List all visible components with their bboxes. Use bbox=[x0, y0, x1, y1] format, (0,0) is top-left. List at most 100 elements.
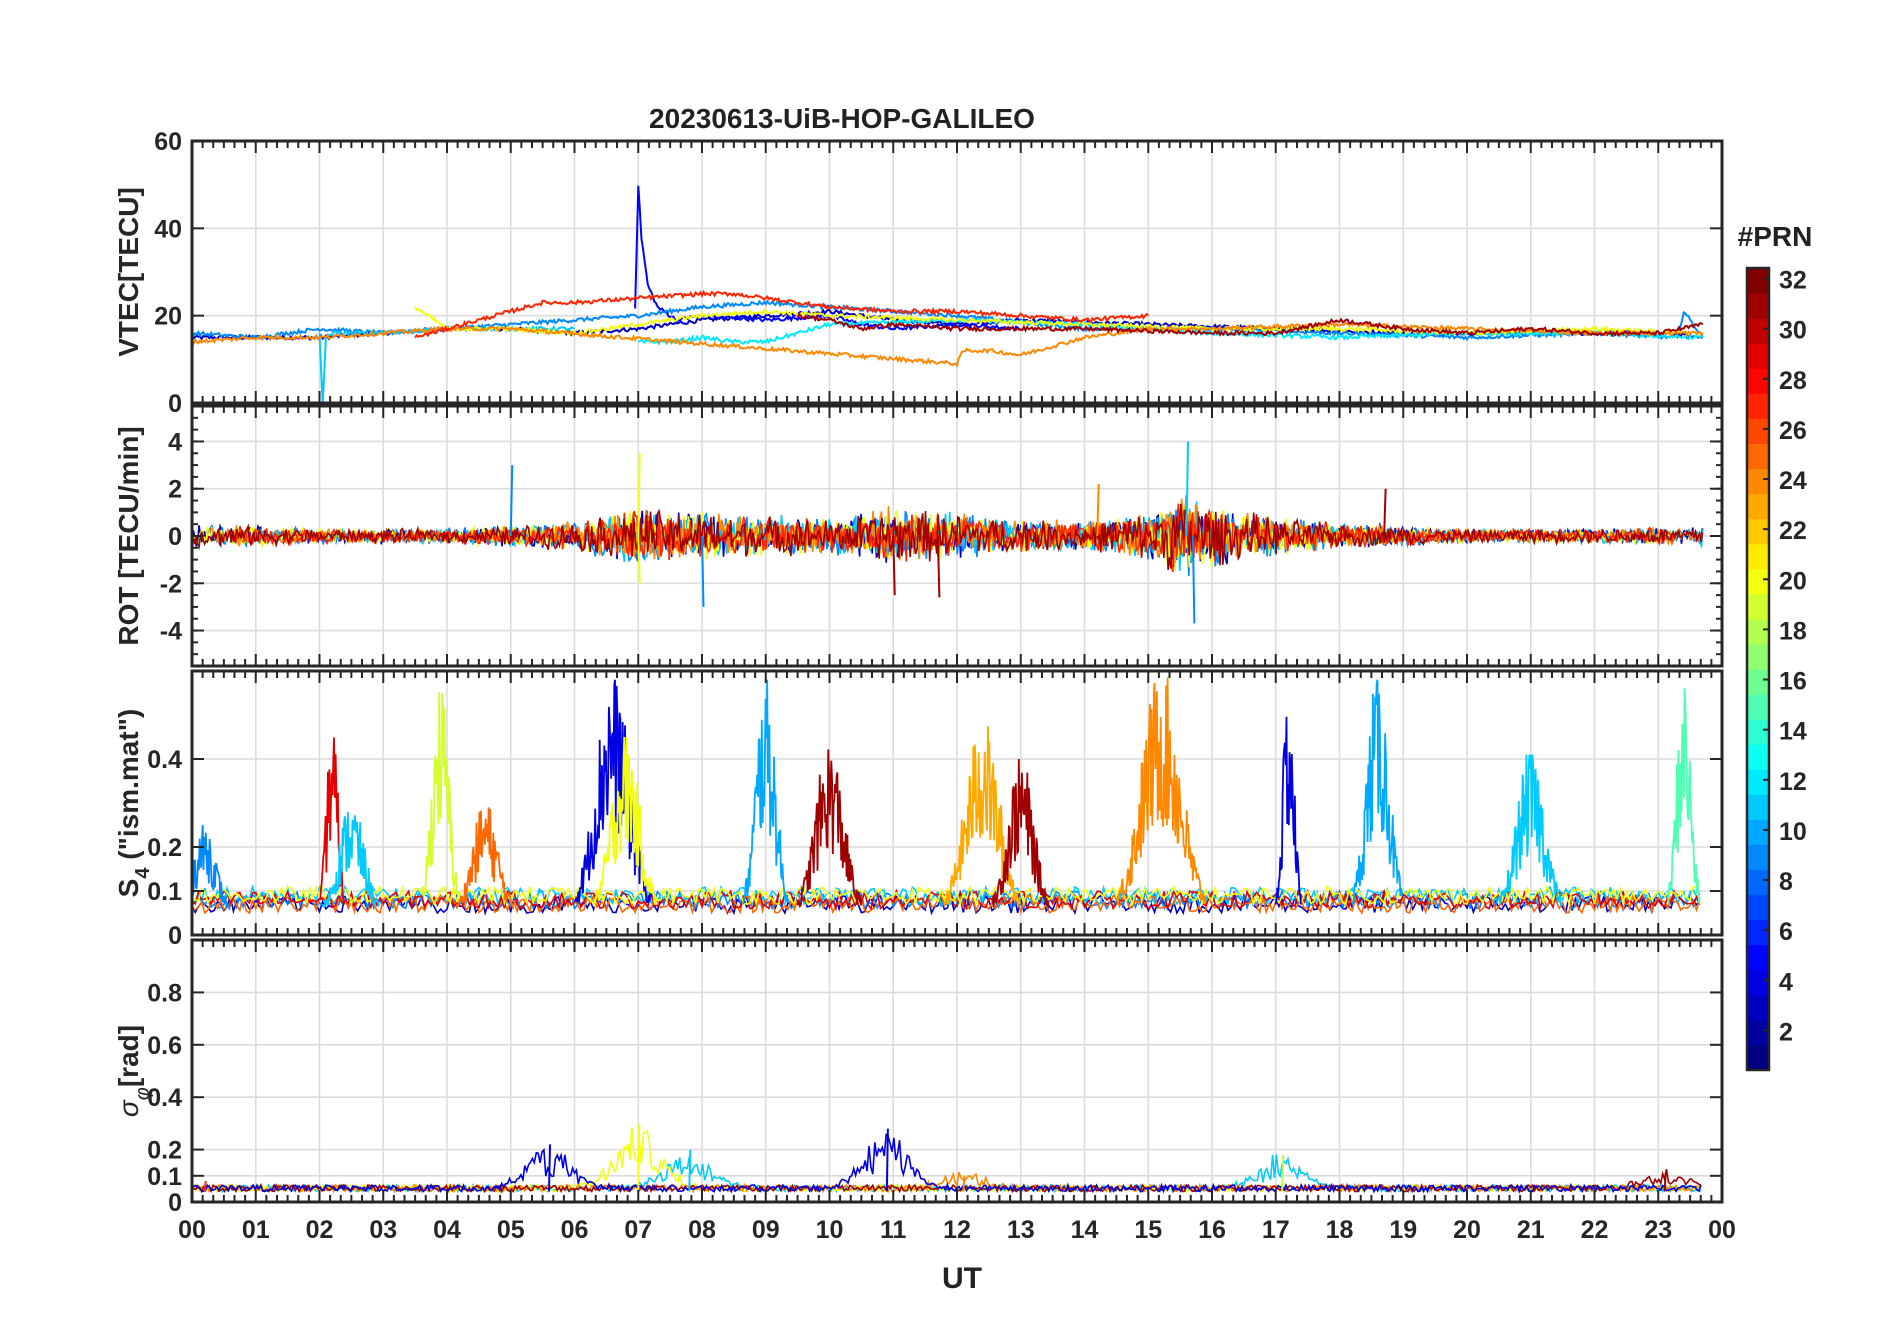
rot-spike bbox=[892, 535, 896, 596]
colorbar-step bbox=[1747, 969, 1769, 996]
colorbar-step bbox=[1747, 894, 1769, 921]
x-tick-label: 00 bbox=[178, 1216, 206, 1244]
x-tick-label: 04 bbox=[433, 1216, 461, 1244]
colorbar-tick-label: 22 bbox=[1779, 517, 1807, 545]
colorbar-step bbox=[1747, 568, 1769, 595]
sigma-peak bbox=[1663, 1173, 1667, 1192]
colorbar-step bbox=[1747, 268, 1769, 294]
sigma-peak bbox=[885, 1128, 889, 1192]
colorbar-tick-label: 12 bbox=[1779, 768, 1807, 796]
sigma_phi-panel: 00.10.2 0.4 0.6 0.8 σφ[rad] 00 01 02 03 04 05 06 07 0… bbox=[113, 938, 1736, 1244]
sigma_phi-y-axis-label: σφ[rad] bbox=[113, 1025, 154, 1117]
y-tick-label: 0 bbox=[168, 523, 182, 551]
colorbar-tick-label: 30 bbox=[1779, 317, 1807, 345]
s4-baseline-prn-20 bbox=[192, 884, 1701, 907]
colorbar-step bbox=[1747, 1019, 1769, 1046]
x-ticks bbox=[191, 671, 1723, 936]
sigma-peak bbox=[637, 1123, 641, 1192]
colorbar-step bbox=[1747, 994, 1769, 1021]
colorbar-frame bbox=[1745, 266, 1771, 1072]
y-tick-label: 0 bbox=[168, 390, 182, 418]
y-tick-label: -2 bbox=[160, 570, 182, 598]
s4-burst-prn-4 bbox=[574, 679, 652, 904]
y-tick-label: 0.6 bbox=[147, 1032, 182, 1060]
colorbar-tick-label: 16 bbox=[1779, 668, 1807, 696]
colorbar-step bbox=[1747, 794, 1769, 820]
x-ticks bbox=[191, 140, 1723, 404]
x-tick-label: 21 bbox=[1517, 1216, 1545, 1244]
colorbar-step bbox=[1747, 944, 1769, 971]
vtec-series-prn-31 bbox=[796, 312, 1704, 337]
colorbar-step bbox=[1747, 543, 1769, 570]
s4-burst-prn-9 bbox=[192, 824, 231, 910]
y-tick-label: 0.1 bbox=[147, 878, 182, 906]
x-tick-label: 19 bbox=[1389, 1216, 1417, 1244]
s4-burst-prn-31 bbox=[796, 749, 862, 909]
y-tick-label: 0.8 bbox=[147, 979, 182, 1007]
rot-series-prn-27 bbox=[229, 503, 1677, 573]
rot-spike bbox=[637, 535, 641, 584]
y-tick-label: 40 bbox=[154, 215, 182, 243]
x-tick-label: 16 bbox=[1198, 1216, 1226, 1244]
x-tick-label: 07 bbox=[624, 1216, 652, 1244]
rot-spike bbox=[637, 453, 641, 537]
colorbar-tick-label: 26 bbox=[1779, 417, 1807, 445]
s4-burst-prn-4 bbox=[1274, 716, 1302, 905]
sigma-peak bbox=[548, 1144, 551, 1192]
colorbar-step bbox=[1747, 643, 1769, 670]
colorbar-step bbox=[1747, 769, 1769, 795]
rot-spike bbox=[1383, 488, 1387, 537]
vtec-series-prn-27 bbox=[414, 289, 1149, 339]
colorbar-step bbox=[1747, 443, 1769, 470]
x-tick-label: 01 bbox=[242, 1216, 270, 1244]
x-tick-label: 08 bbox=[688, 1216, 716, 1244]
rot-panel: -4 -2 0 2 4 ROT [TECU/min] bbox=[113, 404, 1724, 668]
colorbar-step bbox=[1747, 819, 1769, 846]
s4-data bbox=[192, 677, 1701, 916]
colorbar-step bbox=[1747, 593, 1769, 620]
x-tick-label: 23 bbox=[1644, 1216, 1672, 1244]
rot-spike bbox=[509, 465, 514, 537]
colorbar-step bbox=[1747, 869, 1769, 896]
vtec-y-axis-label: VTEC[TECU] bbox=[113, 187, 144, 357]
x-tick-label: 18 bbox=[1326, 1216, 1354, 1244]
colorbar-step bbox=[1747, 293, 1769, 319]
colorbar-step bbox=[1747, 518, 1769, 545]
colorbar-tick-label: 32 bbox=[1779, 267, 1807, 295]
s4-burst-prn-31 bbox=[991, 758, 1050, 908]
colorbar-tick-label: 2 bbox=[1779, 1018, 1793, 1046]
x-tick-label: 02 bbox=[306, 1216, 334, 1244]
colorbar-tick-label: 14 bbox=[1779, 718, 1807, 746]
y-tick-label: 0.4 bbox=[147, 1084, 182, 1112]
colorbar-tick-label: 18 bbox=[1779, 617, 1807, 645]
colorbar-step bbox=[1747, 919, 1769, 946]
rot-spike bbox=[701, 535, 705, 607]
rot-spike bbox=[936, 535, 941, 598]
s4-burst-prn-10 bbox=[742, 679, 789, 905]
colorbar-step bbox=[1747, 493, 1769, 520]
x-tick-label: 11 bbox=[880, 1216, 907, 1244]
s4-burst-prn-20 bbox=[592, 736, 658, 908]
colorbar-step bbox=[1747, 368, 1769, 394]
sigma-peak bbox=[203, 1180, 207, 1192]
colorbar-step bbox=[1747, 418, 1769, 445]
colorbar-step bbox=[1747, 669, 1769, 695]
x-tick-label: 00 bbox=[1708, 1216, 1736, 1244]
colorbar-tick-label: 6 bbox=[1779, 918, 1793, 946]
colorbar-step bbox=[1747, 318, 1769, 344]
s4-panel: 0 0.1 0.2 0.4S4 ("ism.mat") bbox=[113, 669, 1724, 950]
colorbar-step bbox=[1747, 744, 1769, 770]
s4-burst-prn-15 bbox=[1666, 688, 1701, 904]
s4-burst-prn-19 bbox=[420, 692, 461, 903]
rot-series-prn-31 bbox=[192, 503, 1704, 570]
y-tick-label: 2 bbox=[168, 476, 182, 504]
sigma-peak bbox=[962, 1175, 966, 1192]
rot-y-axis-label: ROT [TECU/min] bbox=[113, 426, 144, 645]
colorbar-label: #PRN bbox=[1738, 221, 1813, 252]
colorbar-tick-label: 10 bbox=[1779, 818, 1807, 846]
colorbar-step bbox=[1747, 694, 1769, 720]
colorbar-tick-label: 8 bbox=[1779, 868, 1793, 896]
y-tick-label: 4 bbox=[168, 428, 182, 456]
